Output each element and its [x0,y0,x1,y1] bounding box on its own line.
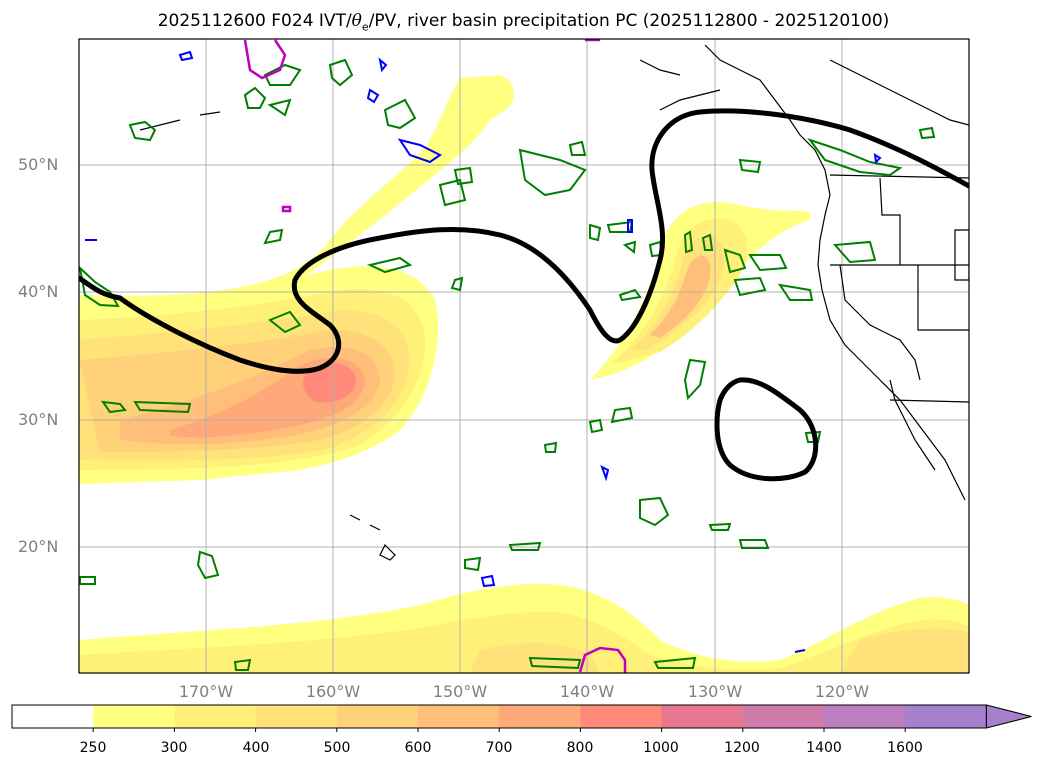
map-frame [78,38,970,674]
lon-label-150w: 150°W [432,682,488,701]
lon-label-140w: 140°W [559,682,615,701]
colorbar-tick-800: 800 [566,740,594,756]
colorbar [11,704,1032,732]
colorbar-swatch [12,705,94,728]
theta-e-main-contour [79,108,969,374]
coastlines [139,44,969,561]
map-title: 2025112600 F024 IVT/θe/PV, river basin p… [157,11,890,34]
colorbar-tick-700: 700 [485,740,513,756]
colorbar-tick-300: 300 [160,740,188,756]
colorbar-swatch [661,705,744,728]
pv-contours-magenta [243,39,627,673]
colorbar-tick-250: 250 [79,740,107,756]
colorbar-swatch [580,705,663,728]
colorbar-swatch [905,705,987,728]
lat-label-40n: 40°N [18,282,59,301]
lon-label-130w: 130°W [687,682,743,701]
pv-contours-green [79,58,936,671]
theta-e-closed-contour [714,377,819,482]
colorbar-swatch [418,705,500,728]
colorbar-swatch [255,705,338,728]
colorbar-swatch [336,705,419,728]
map-plot-area [79,39,969,673]
colorbar-tick-1200: 1200 [724,740,760,756]
lat-label-50n: 50°N [18,155,59,174]
colorbar-swatch [824,705,906,728]
colorbar-swatch [174,705,257,728]
colorbar-tick-1400: 1400 [806,740,842,756]
colorbar-tick-500: 500 [323,740,351,756]
colorbar-tick-400: 400 [242,740,270,756]
ivt-south-300 [79,611,969,673]
colorbar-swatch [499,705,581,728]
graticule [79,39,969,673]
colorbar-swatch [742,705,825,728]
lon-label-120w: 120°W [814,682,870,701]
colorbar-tick-1000: 1000 [643,740,679,756]
ivt-south-400 [470,628,969,673]
ivt-band-250 [79,75,515,309]
lat-label-30n: 30°N [18,410,59,429]
colorbar-swatch [93,705,175,728]
lat-label-20n: 20°N [18,537,59,556]
pv-contours-blue [85,50,882,653]
ivt-shading [79,75,969,673]
ivt-band-800 [303,363,356,403]
theta-e-contours [79,108,969,482]
lon-label-170w: 170°W [178,682,234,701]
colorbar-tick-600: 600 [404,740,432,756]
ivt-east-600 [650,255,711,338]
colorbar-tick-1600: 1600 [887,740,923,756]
colorbar-extend-arrow [985,704,1032,729]
lon-label-160w: 160°W [305,682,361,701]
